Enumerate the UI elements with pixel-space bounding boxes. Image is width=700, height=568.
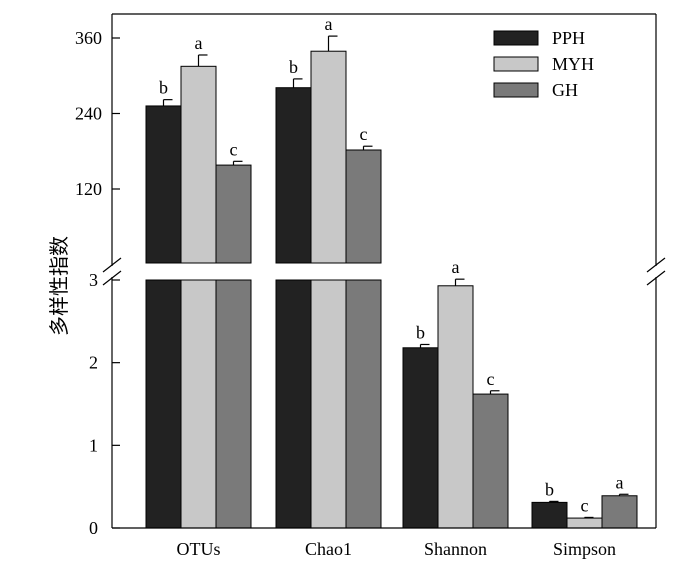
y-tick-label-upper-360: 360 — [75, 28, 102, 48]
axis-break-gap-right — [652, 266, 660, 277]
legend: PPH MYH GH — [493, 28, 594, 100]
x-axis-labels: OTUs Chao1 Shannon Simpson — [177, 539, 617, 559]
x-tick-label-Simpson: Simpson — [553, 539, 616, 559]
bars-layer: b a c b a c b a c b c a — [145, 14, 638, 529]
sig-letter-MYH-Shannon: a — [452, 257, 460, 277]
y-tick-label-lower-0: 0 — [89, 518, 98, 538]
plot-frame — [102, 13, 666, 529]
bar-PPH-Chao1 — [275, 87, 312, 264]
bar-GH-Shannon — [472, 393, 509, 529]
bar-MYH-OTUs — [180, 65, 217, 264]
bar-PPH-Chao1-lower — [275, 279, 312, 529]
legend-label-MYH: MYH — [552, 54, 594, 74]
bar-MYH-Shannon — [437, 285, 474, 529]
bar-MYH-Chao1-lower — [310, 279, 347, 529]
legend-swatch-PPH — [493, 30, 539, 46]
sig-letter-PPH-Chao1: b — [289, 57, 298, 77]
y-tick-label-lower-3: 3 — [89, 270, 98, 290]
bar-GH-Simpson — [601, 495, 638, 529]
bar-MYH-OTUs-lower — [180, 279, 217, 529]
legend-label-PPH: PPH — [552, 28, 585, 48]
axis-break-slash-right-2 — [646, 270, 666, 286]
legend-label-GH: GH — [552, 80, 578, 100]
sig-letter-MYH-OTUs: a — [195, 33, 203, 53]
legend-swatch-GH — [493, 82, 539, 98]
bar-MYH-Simpson — [566, 517, 603, 529]
sig-letter-GH-Shannon: c — [487, 369, 495, 389]
bar-MYH-Chao1 — [310, 50, 347, 264]
y-axis-label: 多样性指数 — [48, 236, 71, 336]
sig-letter-PPH-OTUs: b — [159, 78, 168, 98]
sig-letter-PPH-Simpson: b — [545, 479, 554, 499]
sig-letter-GH-Chao1: c — [360, 124, 368, 144]
bar-PPH-OTUs-lower — [145, 279, 182, 529]
bar-GH-Chao1-lower — [345, 279, 382, 529]
y-tick-label-upper-240: 240 — [75, 104, 102, 124]
x-tick-label-Shannon: Shannon — [424, 539, 487, 559]
axis-break-gap-left — [108, 266, 116, 277]
legend-swatch-MYH — [493, 56, 539, 72]
bar-GH-Chao1 — [345, 149, 382, 264]
axis-break-slash-left-2 — [102, 270, 122, 286]
bar-PPH-Shannon — [402, 347, 439, 529]
sig-letter-GH-Simpson: a — [616, 472, 624, 492]
sig-letter-MYH-Chao1: a — [325, 14, 333, 34]
y-tick-label-lower-1: 1 — [89, 435, 98, 455]
sig-letter-GH-OTUs: c — [230, 139, 238, 159]
axis-break-slash-left-1 — [102, 257, 122, 273]
x-tick-label-OTUs: OTUs — [177, 539, 221, 559]
y-axis-ticks: 120 240 360 0 1 2 3 — [75, 28, 120, 538]
axis-break-slash-right-1 — [646, 257, 666, 273]
bar-PPH-OTUs — [145, 105, 182, 264]
bar-PPH-Simpson — [531, 501, 568, 529]
bar-GH-OTUs-lower — [215, 279, 252, 529]
sig-letter-MYH-Simpson: c — [581, 495, 589, 515]
y-tick-label-lower-2: 2 — [89, 353, 98, 373]
y-tick-label-upper-120: 120 — [75, 179, 102, 199]
bar-GH-OTUs — [215, 164, 252, 264]
sig-letter-PPH-Shannon: b — [416, 322, 425, 342]
x-tick-label-Chao1: Chao1 — [305, 539, 352, 559]
